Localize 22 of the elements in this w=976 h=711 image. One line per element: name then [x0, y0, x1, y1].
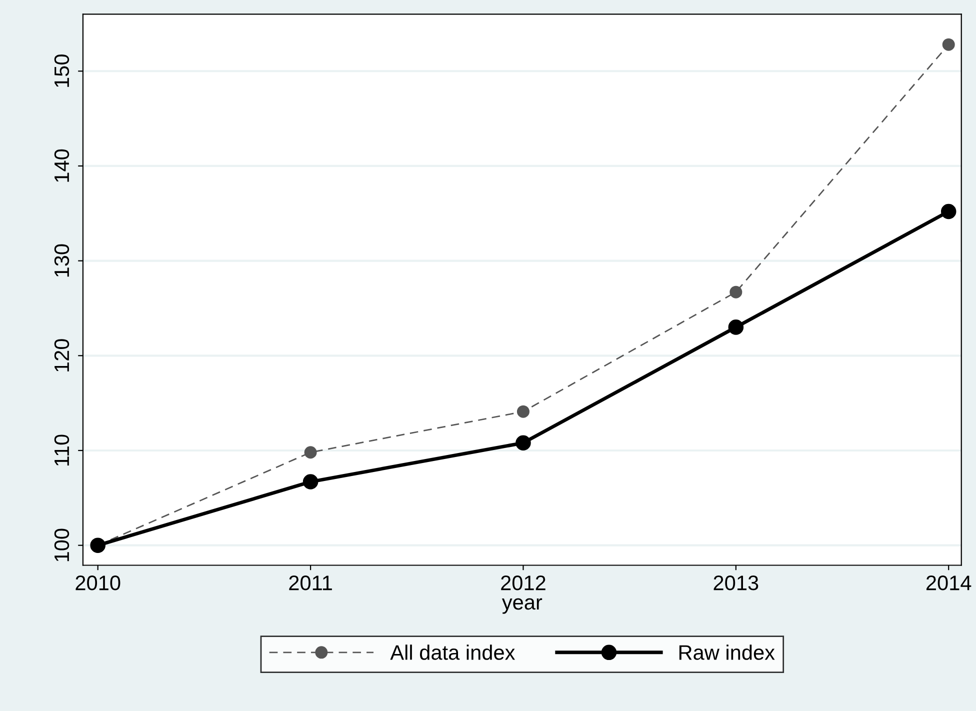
point — [942, 38, 955, 51]
point — [304, 446, 317, 459]
x-tick-label: 2010 — [76, 576, 120, 590]
y-tick-label: 140 — [54, 149, 70, 182]
x-tick-label: 2012 — [501, 576, 546, 590]
y-tick-label: 150 — [54, 54, 70, 87]
point — [516, 435, 531, 451]
x-tick-label: 2014 — [926, 576, 972, 590]
y-tick-label: 120 — [54, 339, 70, 372]
y-tick-label: 130 — [54, 244, 70, 277]
x-tick-label: 2013 — [714, 576, 758, 590]
legend-label: All data index — [390, 644, 516, 660]
x-tick-label: 2011 — [289, 576, 332, 590]
legend-label: Raw index — [679, 644, 775, 660]
point — [728, 320, 744, 335]
point — [730, 286, 742, 298]
point — [940, 204, 956, 220]
x-axis-title: year — [502, 598, 542, 614]
y-tick-label: 100 — [54, 528, 70, 562]
y-tick-label: 110 — [54, 434, 70, 466]
point — [302, 474, 318, 490]
point — [516, 405, 530, 418]
